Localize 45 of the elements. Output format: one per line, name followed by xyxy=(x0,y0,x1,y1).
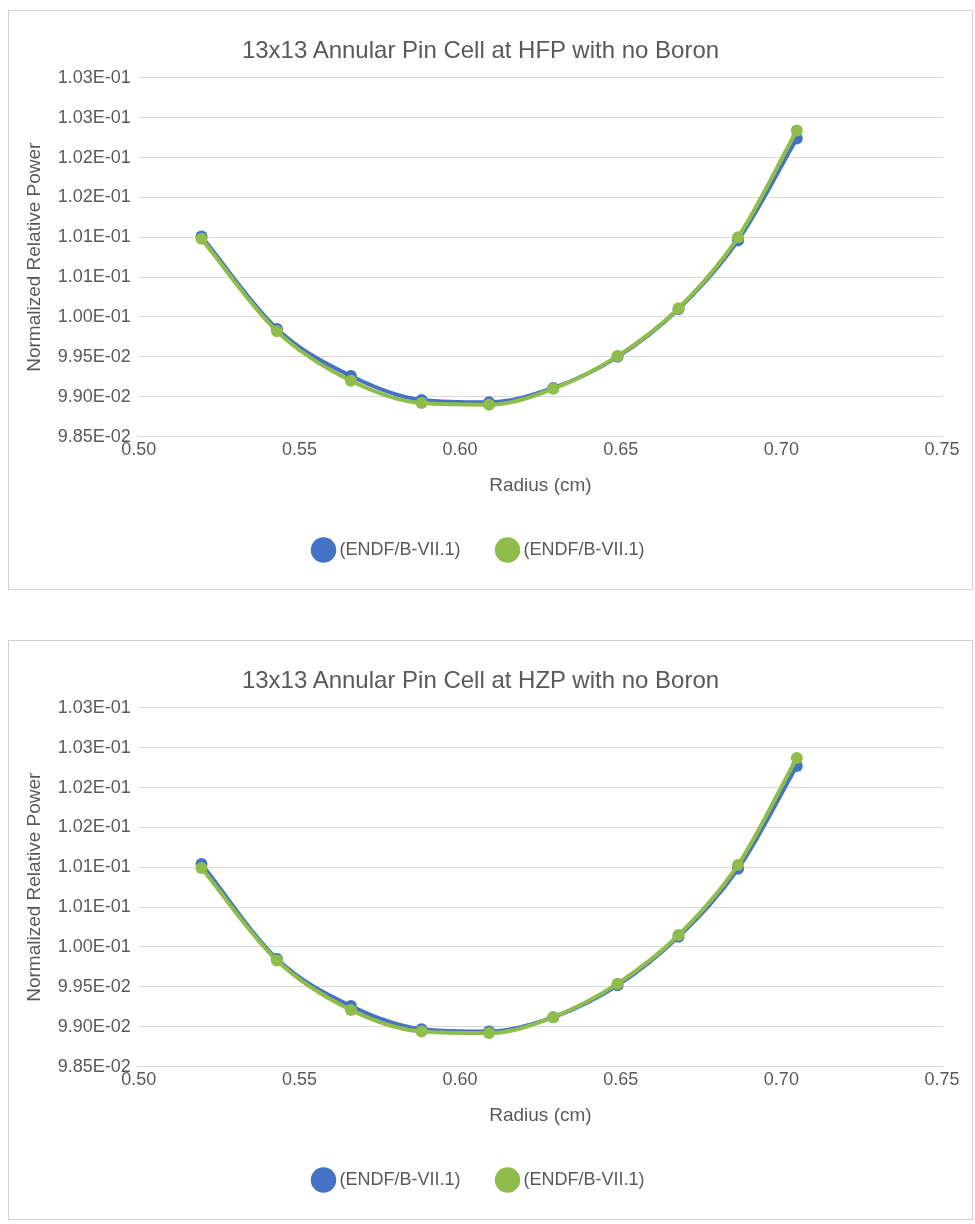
y-tick-label: 1.02E-01 xyxy=(57,816,131,837)
y-tick-label: 1.03E-01 xyxy=(57,736,131,757)
x-tick-label: 0.70 xyxy=(763,1069,799,1090)
x-tick-label: 0.55 xyxy=(281,1069,318,1090)
chart-title: 13x13 Annular Pin Cell at HZP with no Boron xyxy=(241,666,720,694)
legend-label: (ENDF/B-VII.1) xyxy=(523,1168,645,1189)
point xyxy=(344,374,357,387)
y-tick-label: 1.00E-01 xyxy=(57,935,131,956)
y-tick-label: 9.95E-02 xyxy=(57,975,131,996)
point xyxy=(415,397,428,410)
point xyxy=(732,858,744,871)
y-tick-label: 1.01E-01 xyxy=(57,896,131,917)
y-tick-label: 1.03E-01 xyxy=(57,66,131,87)
y-tick-label: 1.03E-01 xyxy=(57,696,131,717)
legend-label: (ENDF/B-VII.1) xyxy=(339,538,461,559)
y-axis-title: Normalized Relative Power xyxy=(22,141,44,372)
chart-title: 13x13 Annular Pin Cell at HFP with no Boron xyxy=(241,36,720,64)
point xyxy=(195,862,208,875)
x-axis-title: Radius (cm) xyxy=(489,1103,592,1125)
point xyxy=(790,124,803,137)
legend-label: (ENDF/B-VII.1) xyxy=(339,1168,461,1189)
legend-label: (ENDF/B-VII.1) xyxy=(523,538,645,559)
y-tick-label: 1.00E-01 xyxy=(57,305,131,326)
x-axis-title: Radius (cm) xyxy=(489,473,592,495)
x-tick-label: 0.65 xyxy=(603,1069,639,1090)
y-tick-label: 9.90E-02 xyxy=(57,1015,131,1036)
x-tick-label: 0.55 xyxy=(281,439,318,460)
x-tick-label: 0.70 xyxy=(763,439,799,460)
x-tick-label: 0.75 xyxy=(924,1069,960,1090)
y-tick-label: 1.01E-01 xyxy=(57,226,131,247)
y-tick-label: 1.01E-01 xyxy=(57,856,131,877)
y-tick-label: 9.95E-02 xyxy=(57,345,131,366)
point xyxy=(344,1003,357,1016)
y-tick-label: 1.02E-01 xyxy=(57,146,131,167)
y-axis-title: Normalized Relative Power xyxy=(22,771,44,1002)
x-tick-label: 0.60 xyxy=(442,1069,478,1090)
y-tick-label: 1.02E-01 xyxy=(57,186,131,207)
y-tick-label: 9.90E-02 xyxy=(57,385,131,406)
x-tick-label: 0.65 xyxy=(603,439,639,460)
point xyxy=(790,752,803,765)
y-tick-label: 1.02E-01 xyxy=(57,776,131,797)
x-tick-label: 0.75 xyxy=(924,439,960,460)
x-tick-label: 0.60 xyxy=(442,439,478,460)
y-tick-label: 1.01E-01 xyxy=(57,266,131,287)
y-tick-label: 1.03E-01 xyxy=(57,106,131,127)
